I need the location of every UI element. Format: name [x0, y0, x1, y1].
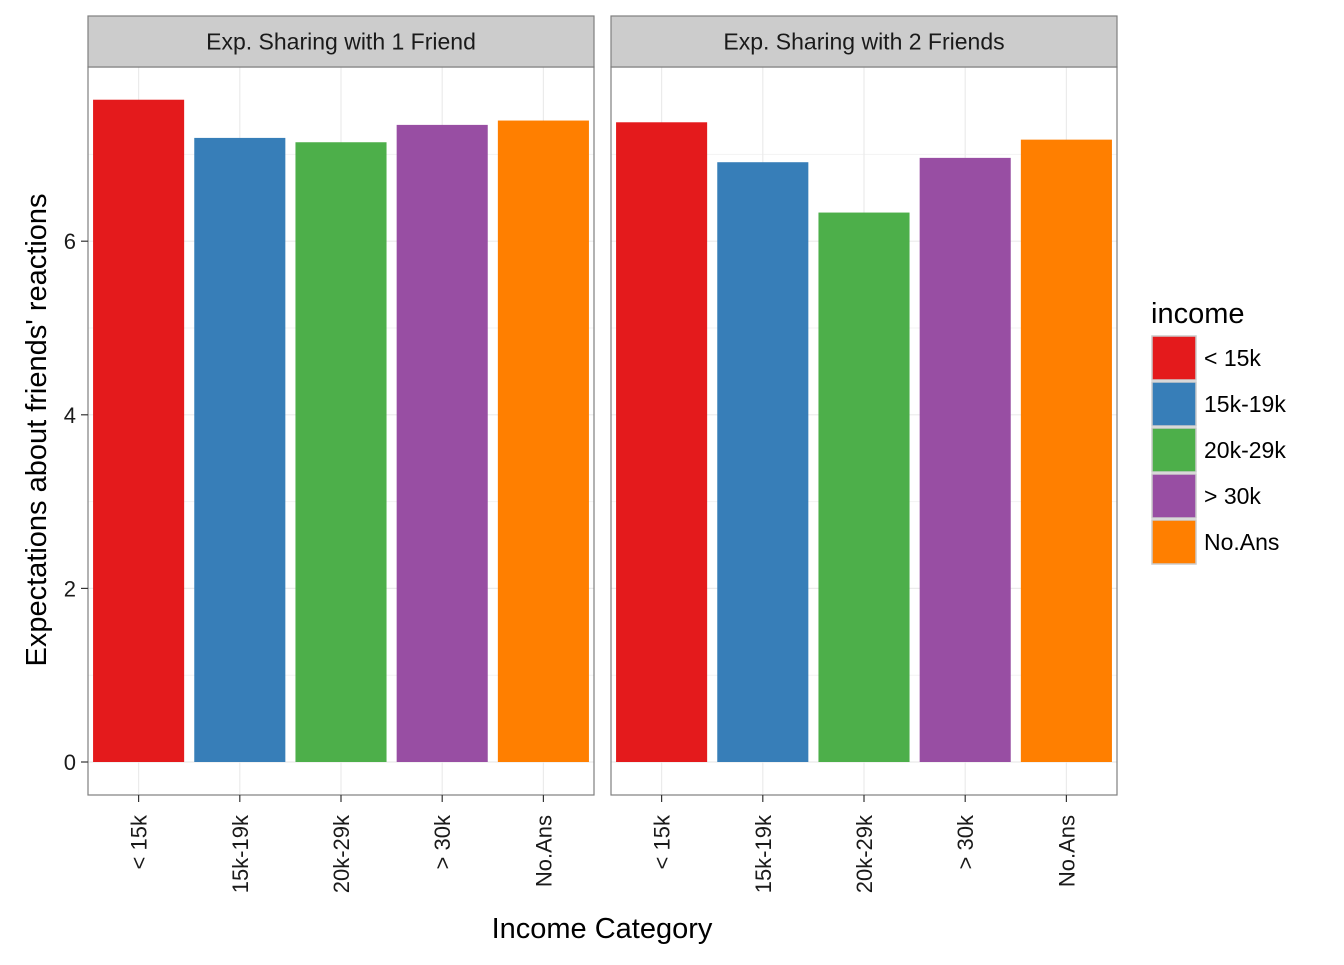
bar: [194, 137, 286, 762]
bar: [1020, 139, 1112, 763]
x-tick-label: No.Ans: [1054, 815, 1079, 887]
bar: [717, 162, 809, 762]
bar: [93, 99, 185, 762]
y-axis-title: Expectations about friends' reactions: [21, 193, 53, 666]
legend-swatch: [1151, 381, 1197, 427]
legend-label: < 15k: [1204, 345, 1261, 371]
x-tick-label: 20k-29k: [329, 814, 354, 893]
legend-label: > 30k: [1204, 483, 1261, 509]
legend-swatch: [1151, 519, 1197, 565]
legend-swatch: [1151, 427, 1197, 473]
legend-label: 15k-19k: [1204, 391, 1286, 417]
y-tick-label: 0: [64, 750, 76, 775]
facet-title: Exp. Sharing with 1 Friend: [206, 29, 476, 55]
y-tick-label: 4: [64, 403, 76, 428]
x-tick-label: > 30k: [953, 814, 978, 869]
facet-strip: [87, 15, 595, 68]
bar: [497, 120, 589, 763]
x-tick-label: < 15k: [127, 814, 152, 869]
y-tick-label: 2: [64, 576, 76, 601]
bar: [295, 142, 387, 763]
x-tick-label: > 30k: [430, 814, 455, 869]
y-tick-label: 6: [64, 229, 76, 254]
legend-title: income: [1151, 298, 1245, 330]
legend-swatch: [1151, 473, 1197, 519]
bar: [818, 212, 910, 762]
x-tick-label: 20k-29k: [852, 814, 877, 893]
x-tick-label: No.Ans: [531, 815, 556, 887]
legend-label: 20k-29k: [1204, 437, 1286, 463]
x-axis-title: Income Category: [492, 913, 713, 945]
x-tick-label: < 15k: [650, 814, 675, 869]
bar: [616, 122, 708, 762]
legend-swatch: [1151, 335, 1197, 381]
facet-title: Exp. Sharing with 2 Friends: [723, 29, 1004, 55]
x-tick-label: 15k-19k: [751, 814, 776, 893]
bar: [396, 124, 488, 762]
x-tick-label: 15k-19k: [228, 814, 253, 893]
facet-strip: [610, 15, 1118, 68]
bar: [919, 157, 1011, 762]
legend-label: No.Ans: [1204, 529, 1279, 555]
